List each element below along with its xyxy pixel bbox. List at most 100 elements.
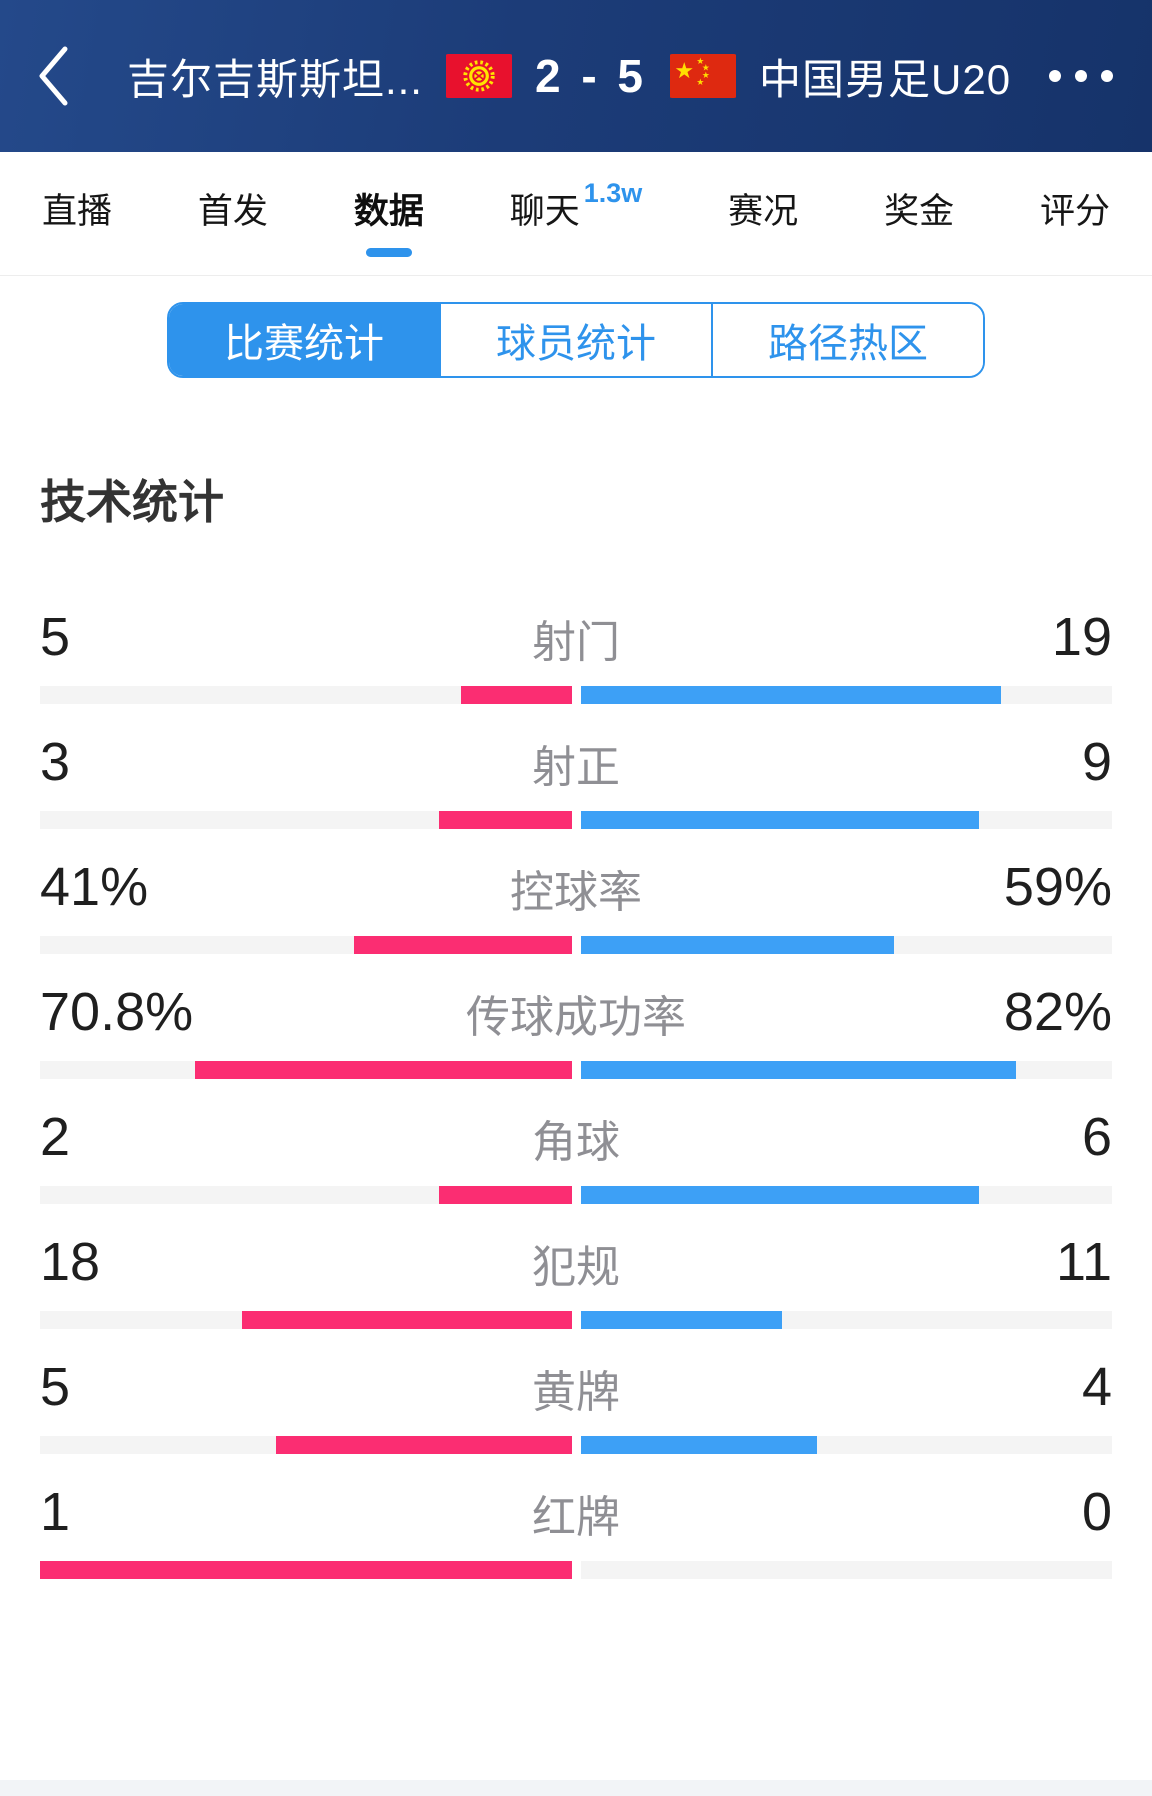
stat-bars [40, 1311, 1112, 1329]
home-bar-track [40, 1311, 572, 1329]
stat-bars [40, 936, 1112, 954]
stat-bars [40, 1436, 1112, 1454]
home-bar-fill [40, 1561, 572, 1579]
tab-直播[interactable]: 直播 [42, 152, 112, 275]
away-bar-fill [580, 1186, 980, 1204]
stat-row-射正: 3 射正 9 [0, 731, 1152, 856]
tab-label: 聊天 [509, 192, 580, 231]
tab-首发[interactable]: 首发 [198, 152, 268, 275]
home-bar-track [40, 1186, 572, 1204]
chevron-left-icon [39, 46, 68, 106]
stat-label: 传球成功率 [466, 993, 686, 1042]
away-team-name: 中国男足U20 [759, 55, 1012, 103]
home-value: 70.8% [40, 982, 194, 1042]
home-value: 3 [40, 732, 71, 792]
home-bar-fill [460, 686, 572, 704]
away-bar-fill [580, 1061, 1017, 1079]
bottom-strip [0, 1780, 1152, 1796]
tab-数据[interactable]: 数据 [354, 152, 424, 275]
tab-label: 首发 [197, 192, 268, 231]
sub-tab-路径热区[interactable]: 路径热区 [711, 304, 983, 376]
away-bar-track [580, 936, 1112, 954]
away-value: 9 [1081, 732, 1112, 792]
stat-label: 黄牌 [532, 1368, 620, 1417]
tab-label: 评分 [1039, 192, 1110, 231]
home-bar-fill [241, 1311, 572, 1329]
tab-label: 奖金 [884, 192, 955, 231]
away-value: 0 [1081, 1482, 1112, 1542]
svg-text:★: ★ [674, 59, 694, 84]
home-value: 5 [40, 1357, 71, 1417]
svg-text:★: ★ [702, 64, 710, 74]
tab-奖金[interactable]: 奖金 [884, 152, 954, 275]
tab-评分[interactable]: 评分 [1040, 152, 1110, 275]
stats-segmented-control: 比赛统计 球员统计 路径热区 [167, 302, 985, 378]
stat-label: 射门 [532, 618, 620, 667]
match-score: 2 - 5 [534, 50, 647, 102]
home-bar-track [40, 1436, 572, 1454]
sub-tab-比赛统计[interactable]: 比赛统计 [169, 304, 439, 376]
stat-values-line: 18 犯规 11 [40, 1231, 1112, 1297]
sub-tab-球员统计[interactable]: 球员统计 [439, 304, 711, 376]
home-bar-fill [438, 1186, 572, 1204]
stat-row-犯规: 18 犯规 11 [0, 1231, 1152, 1356]
away-value: 6 [1081, 1107, 1112, 1167]
home-bar-fill [353, 936, 572, 954]
stat-values-line: 70.8% 传球成功率 82% [40, 981, 1112, 1047]
stat-bars [40, 1561, 1112, 1579]
away-bar-track [580, 1436, 1112, 1454]
home-bar-track [40, 811, 572, 829]
home-value: 41% [40, 857, 149, 917]
away-value: 19 [1051, 607, 1112, 667]
stat-label: 射正 [532, 743, 620, 792]
stat-label: 角球 [532, 1118, 620, 1167]
tab-label: 赛况 [728, 192, 799, 231]
stat-bars [40, 1061, 1112, 1079]
stat-row-黄牌: 5 黄牌 4 [0, 1356, 1152, 1481]
chat-count-badge: 1.3w [583, 178, 643, 208]
away-bar-fill [580, 1311, 783, 1329]
stat-label: 控球率 [510, 868, 642, 917]
home-bar-track [40, 1061, 572, 1079]
stat-row-红牌: 1 红牌 0 [0, 1481, 1152, 1606]
china-flag-icon: ★ ★ ★ ★ ★ [670, 54, 736, 98]
stat-label: 红牌 [532, 1493, 620, 1542]
away-bar-track [580, 1061, 1112, 1079]
tab-聊天[interactable]: 聊天 1.3w [510, 152, 643, 275]
stat-values-line: 3 射正 9 [40, 731, 1112, 797]
tab-label: 直播 [42, 192, 113, 231]
away-bar-fill [580, 936, 895, 954]
away-bar-fill [580, 811, 980, 829]
home-bar-fill [195, 1061, 572, 1079]
stat-values-line: 2 角球 6 [40, 1106, 1112, 1172]
away-bar-track [580, 1186, 1112, 1204]
back-button[interactable] [36, 36, 106, 116]
more-button[interactable] [1032, 36, 1116, 116]
tab-label: 数据 [353, 192, 424, 231]
tab-赛况[interactable]: 赛况 [728, 152, 798, 275]
stat-row-传球成功率: 70.8% 传球成功率 82% [0, 981, 1152, 1106]
stat-row-射门: 5 射门 19 [0, 606, 1152, 731]
stat-bars [40, 811, 1112, 829]
active-tab-indicator [365, 248, 412, 257]
away-bar-fill [580, 686, 1002, 704]
home-bar-fill [438, 811, 572, 829]
svg-text:★: ★ [702, 71, 710, 81]
svg-text:★: ★ [696, 78, 704, 88]
match-header: 吉尔吉斯斯坦... 2 - 5 ★ ★ ★ ★ ★ 中国男足U20 [0, 0, 1152, 152]
home-bar-track [40, 686, 572, 704]
away-bar-track [580, 1561, 1112, 1579]
stat-row-角球: 2 角球 6 [0, 1106, 1152, 1231]
more-dots-icon [1049, 70, 1113, 82]
stat-values-line: 1 红牌 0 [40, 1481, 1112, 1547]
home-bar-track [40, 1561, 572, 1579]
away-value: 4 [1081, 1357, 1112, 1417]
away-bar-fill [580, 1436, 817, 1454]
stat-bars [40, 1186, 1112, 1204]
away-bar-track [580, 1311, 1112, 1329]
stats-list: 5 射门 19 3 射正 9 41% 控球率 59% 70.8% 传球成功率 82% 2 角球 6 18 犯规 1… [0, 606, 1152, 1606]
away-value: 59% [1003, 857, 1112, 917]
home-team-name: 吉尔吉斯斯坦... [126, 55, 423, 103]
home-bar-fill [276, 1436, 572, 1454]
stat-values-line: 41% 控球率 59% [40, 856, 1112, 922]
